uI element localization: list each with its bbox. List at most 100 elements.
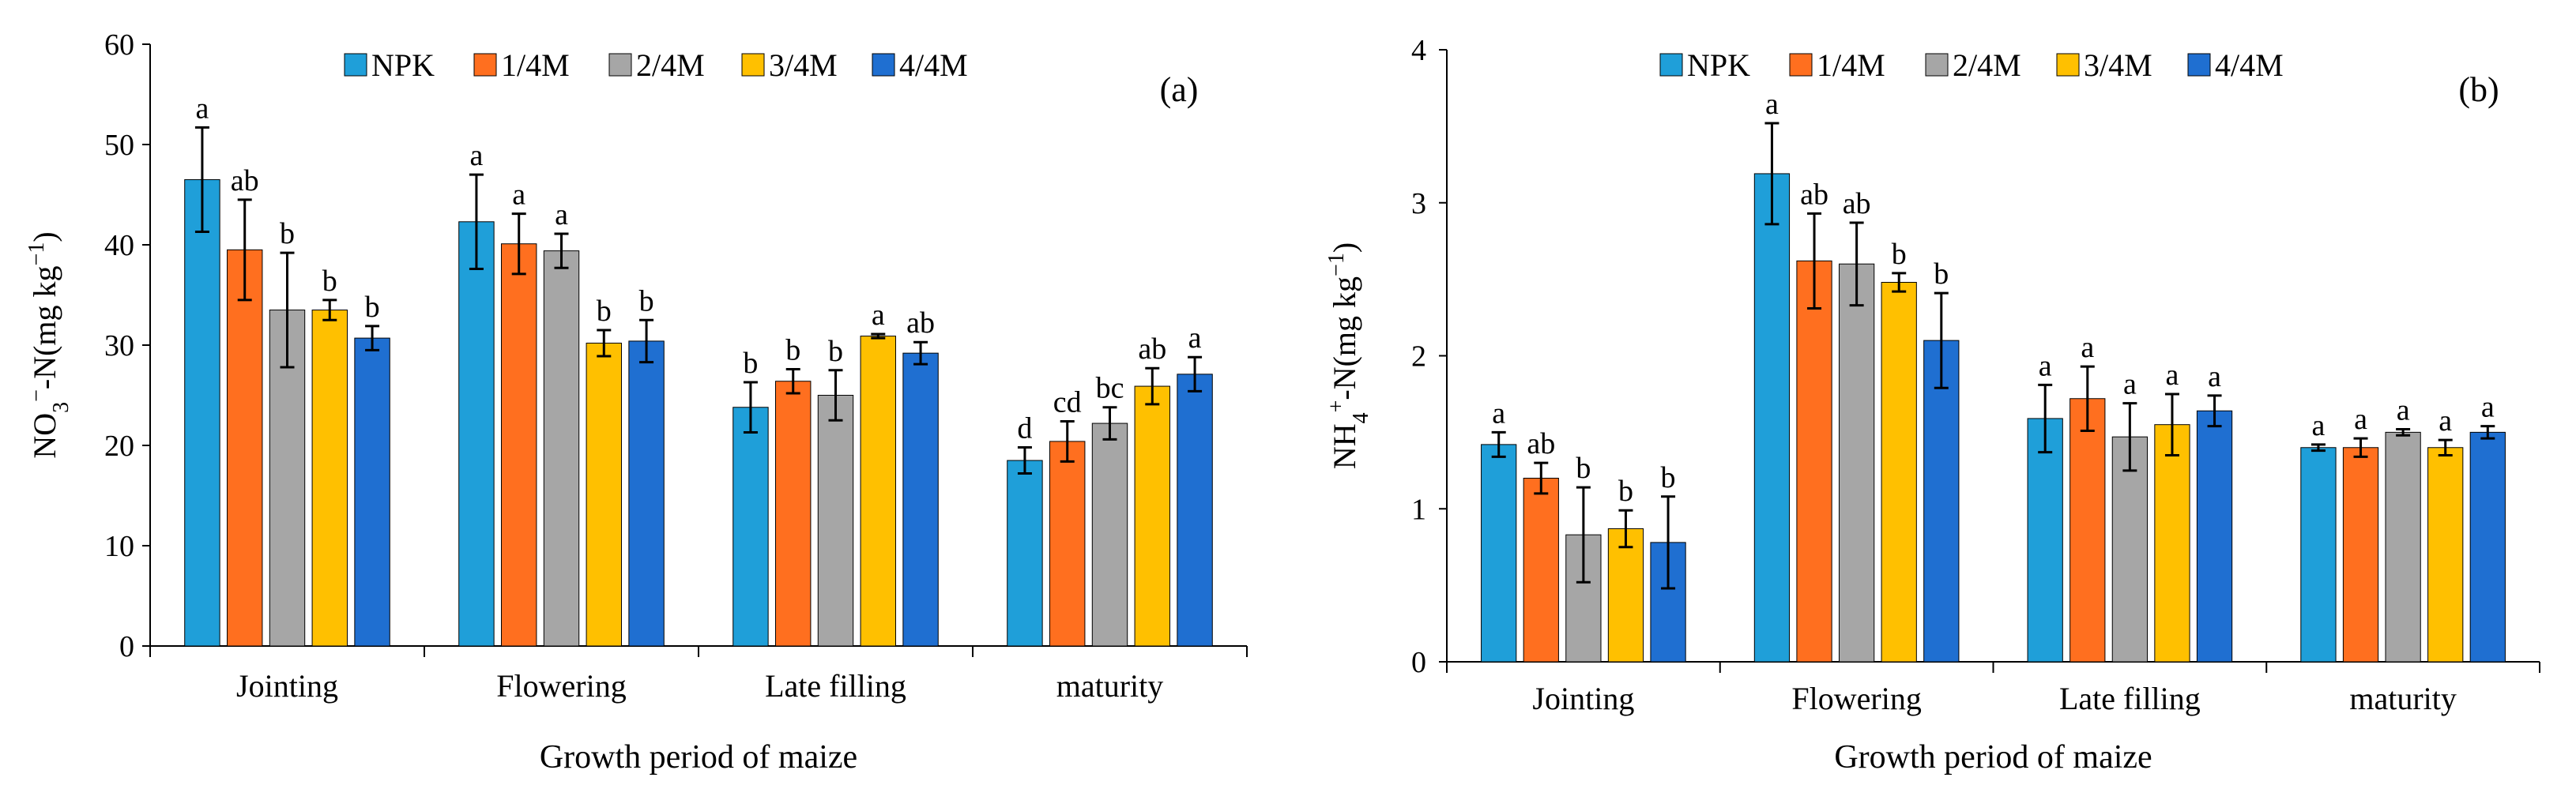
panel-a-significance-letter: b — [280, 217, 295, 250]
panel-b-legend-swatch — [2056, 53, 2080, 77]
panel-a-bar — [501, 243, 537, 647]
panel-b-significance-letter: a — [2081, 331, 2094, 364]
panel-a-x-axis-title: Growth period of maize — [540, 739, 857, 776]
panel-a-bar — [354, 337, 390, 647]
panel-b-bar — [2469, 431, 2506, 663]
panel-b-significance-letter: b — [1576, 452, 1591, 485]
panel-b-significance-letter: a — [1765, 88, 1779, 121]
panel-b-significance-letter: a — [2039, 349, 2052, 382]
panel-a-legend-swatch — [741, 53, 765, 77]
panel-a-legend-swatch — [473, 53, 497, 77]
panel-a-bar — [184, 178, 220, 647]
panel-a-bar — [543, 250, 580, 647]
panel-a-y-tick-label: 40 — [104, 229, 134, 262]
panel-b-significance-letter: a — [2439, 404, 2452, 438]
panel-a-panel-label: (a) — [1160, 70, 1199, 109]
panel-b-category-label: maturity — [2349, 681, 2457, 716]
panel-a-significance-letter: ab — [1138, 332, 1166, 366]
panel-a-bar — [586, 342, 622, 647]
panel-b-legend-label: 3/4M — [2084, 47, 2152, 83]
panel-b-significance-letter: a — [1492, 396, 1505, 430]
panel-b-legend-swatch — [1659, 53, 1683, 77]
panel-a-legend-label: 3/4M — [769, 47, 838, 83]
panel-a-bar — [1091, 423, 1128, 647]
panel-a-y-tick-label: 0 — [119, 630, 134, 663]
panel-b-category-label: Late filling — [2059, 681, 2201, 716]
panel-a-significance-letter: b — [365, 291, 380, 324]
panel-b-bar — [2300, 447, 2337, 663]
panel-b-legend-label: NPK — [1687, 47, 1750, 83]
panel-b-legend-label: 1/4M — [1817, 47, 1885, 83]
panel-b-y-axis-title: NH4+-N(mg kg−1) — [1324, 242, 1373, 469]
panel-b-bar — [1753, 173, 1791, 663]
panel-a-bar — [817, 395, 854, 647]
panel-b-legend-label: 4/4M — [2215, 47, 2284, 83]
panel-b-legend-label: 2/4M — [1953, 47, 2021, 83]
panel-a-bar — [775, 381, 812, 647]
panel-b-significance-letter: ab — [1527, 427, 1555, 460]
panel-a-significance-letter: a — [469, 139, 483, 172]
panel-a-legend-swatch — [608, 53, 632, 77]
panel-a-legend-swatch — [344, 53, 367, 77]
panel-a-significance-letter: b — [828, 335, 843, 368]
panel-b-bar — [1523, 478, 1559, 663]
panel-a-significance-letter: d — [1017, 412, 1032, 445]
panel-a-bar — [1177, 374, 1213, 647]
panel-b-significance-letter: a — [2208, 360, 2221, 393]
panel-a-significance-letter: b — [785, 333, 800, 366]
panel-a-y-tick-label: 20 — [104, 430, 134, 463]
panel-a-significance-letter: ab — [906, 306, 935, 340]
panel-b-panel-label: (b) — [2458, 70, 2499, 109]
panel-b-bar — [2027, 418, 2063, 663]
panel-b-bar — [2427, 447, 2464, 663]
panel-b-bar — [2069, 398, 2106, 663]
panel-b-significance-letter: a — [2166, 359, 2179, 392]
panel-a-significance-letter: ab — [231, 164, 259, 197]
panel-a-bar — [311, 310, 348, 647]
panel-a-significance-letter: bc — [1096, 372, 1124, 405]
panel-a-legend-label: 1/4M — [501, 47, 570, 83]
panel-b-category-label: Flowering — [1791, 681, 1921, 716]
panel-a-category-label: maturity — [1056, 668, 1164, 704]
panel-a-y-tick-label: 60 — [104, 28, 134, 62]
panel-a-bar — [628, 340, 665, 647]
panel-b-legend-swatch — [1925, 53, 1949, 77]
panel-b-significance-letter: b — [1618, 475, 1633, 508]
panel-a-y-tick-label: 50 — [104, 129, 134, 162]
panel-a-significance-letter: b — [322, 265, 337, 298]
panel-b-y-tick-label: 1 — [1411, 493, 1426, 526]
panel-a-significance-letter: b — [743, 347, 758, 380]
panel-b-y-tick-label: 2 — [1411, 340, 1426, 374]
panel-b-significance-letter: ab — [1800, 178, 1828, 211]
panel-a-bar — [227, 249, 263, 647]
panel-b-bar — [2385, 431, 2421, 663]
panel-a-bar — [860, 336, 896, 647]
panel-a-bar — [733, 407, 769, 647]
panel-a-significance-letter: cd — [1053, 386, 1082, 419]
panel-a-significance-letter: a — [512, 178, 525, 212]
panel-b-y-tick-label: 4 — [1411, 34, 1426, 67]
panel-b-significance-letter: b — [1661, 461, 1676, 494]
panel-a-bar — [902, 352, 939, 647]
panel-a-legend-label: 4/4M — [899, 47, 968, 83]
panel-a-significance-letter: a — [555, 198, 568, 231]
panel-b-y-tick-label: 0 — [1411, 646, 1426, 679]
panel-b-bar — [2342, 447, 2379, 663]
panel-a-significance-letter: b — [597, 295, 612, 328]
panel-b-bar — [2196, 410, 2233, 663]
panel-b-bar — [1607, 528, 1644, 663]
panel-b-significance-letter: b — [1892, 238, 1907, 271]
panel-b-legend-swatch — [1789, 53, 1813, 77]
panel-a-significance-letter: a — [872, 299, 885, 332]
panel-b-category-label: Jointing — [1532, 681, 1634, 716]
panel-b-bar — [2154, 424, 2190, 663]
panel-a-y-tick-label: 10 — [104, 530, 134, 563]
panel-a-bar — [1134, 385, 1170, 647]
panel-a-legend-swatch — [872, 53, 895, 77]
panel-b-bar — [1796, 260, 1832, 663]
panel-b-significance-letter: a — [2312, 409, 2326, 442]
panel-b-legend-swatch — [2187, 53, 2211, 77]
